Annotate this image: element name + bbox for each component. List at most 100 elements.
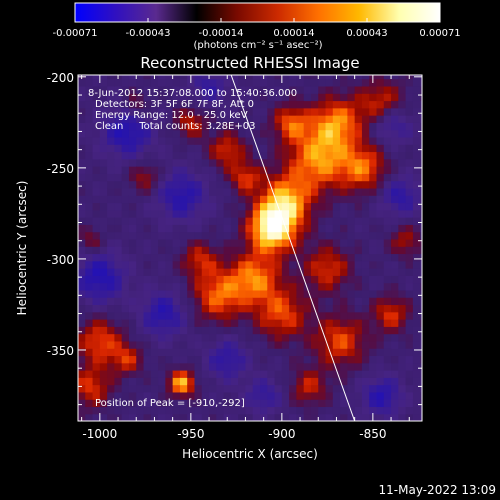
image-pixel — [99, 282, 108, 291]
image-pixel — [318, 391, 327, 400]
image-pixel — [412, 275, 421, 284]
image-pixel — [107, 195, 115, 204]
image-pixel — [296, 370, 305, 378]
image-pixel — [398, 260, 407, 269]
image-pixel — [114, 231, 123, 240]
image-pixel — [289, 85, 298, 94]
image-pixel — [296, 238, 305, 247]
image-pixel — [165, 144, 174, 153]
image-pixel — [303, 370, 312, 378]
image-pixel — [92, 355, 101, 364]
image-pixel — [289, 187, 298, 196]
image-pixel — [92, 275, 101, 284]
image-pixel — [310, 348, 319, 357]
image-pixel — [78, 231, 86, 240]
image-pixel — [223, 304, 232, 313]
image-pixel — [187, 282, 196, 291]
image-pixel — [391, 195, 399, 204]
image-pixel — [136, 78, 145, 87]
image-pixel — [216, 289, 225, 298]
image-pixel — [361, 195, 370, 204]
image-pixel — [274, 78, 283, 87]
image-pixel — [209, 217, 217, 225]
image-pixel — [274, 100, 283, 109]
image-pixel — [165, 115, 174, 123]
image-pixel — [216, 326, 225, 335]
image-pixel — [158, 238, 166, 247]
image-pixel — [216, 362, 225, 371]
image-pixel — [412, 136, 421, 145]
x-tick-label: -1000 — [82, 427, 117, 441]
image-pixel — [383, 75, 392, 80]
image-pixel — [92, 195, 101, 204]
image-pixel — [201, 319, 210, 327]
image-pixel — [274, 195, 283, 204]
image-pixel — [230, 333, 239, 342]
image-pixel — [85, 253, 94, 262]
image-pixel — [412, 85, 421, 94]
time-range-label: 8-Jun-2012 15:37:08.000 to 15:40:36.000 — [88, 88, 297, 99]
image-pixel — [303, 297, 312, 306]
image-pixel — [369, 260, 378, 269]
image-pixel — [85, 289, 94, 298]
image-pixel — [194, 268, 203, 276]
image-pixel — [391, 85, 399, 94]
image-pixel — [158, 260, 166, 269]
image-pixel — [369, 202, 378, 211]
image-pixel — [114, 151, 123, 160]
image-pixel — [150, 78, 159, 87]
image-pixel — [296, 333, 305, 342]
image-pixel — [187, 144, 196, 153]
image-pixel — [158, 75, 166, 80]
image-pixel — [223, 406, 232, 415]
image-pixel — [412, 166, 421, 174]
image-pixel — [376, 399, 385, 408]
image-pixel — [340, 391, 348, 400]
image-pixel — [376, 136, 385, 145]
image-pixel — [187, 275, 196, 284]
image-pixel — [412, 304, 421, 313]
image-pixel — [412, 224, 421, 233]
image-pixel — [136, 151, 145, 160]
image-pixel — [289, 224, 298, 233]
image-pixel — [172, 413, 181, 421]
image-pixel — [136, 391, 145, 400]
image-pixel — [361, 333, 370, 342]
image-pixel — [230, 282, 239, 291]
image-pixel — [318, 93, 327, 102]
image-pixel — [310, 333, 319, 342]
image-pixel — [296, 100, 305, 109]
image-pixel — [245, 326, 254, 335]
image-pixel — [369, 173, 378, 182]
image-pixel — [172, 115, 181, 123]
image-pixel — [92, 377, 101, 386]
image-pixel — [347, 399, 356, 408]
image-pixel — [340, 158, 348, 167]
image-pixel — [260, 319, 268, 327]
image-pixel — [165, 370, 174, 378]
image-pixel — [136, 406, 145, 415]
image-pixel — [201, 333, 210, 342]
image-pixel — [398, 129, 407, 138]
image-pixel — [354, 202, 363, 211]
image-pixel — [78, 100, 86, 109]
image-pixel — [165, 355, 174, 364]
image-pixel — [136, 377, 145, 386]
image-pixel — [245, 78, 254, 87]
image-pixel — [158, 311, 166, 320]
image-pixel — [281, 93, 290, 102]
image-pixel — [194, 384, 203, 393]
image-pixel — [121, 107, 130, 116]
image-pixel — [420, 78, 422, 87]
image-pixel — [158, 384, 166, 393]
image-pixel — [143, 253, 152, 262]
image-pixel — [201, 166, 210, 174]
image-pixel — [260, 282, 268, 291]
image-pixel — [252, 187, 261, 196]
image-pixel — [165, 122, 174, 131]
image-pixel — [281, 406, 290, 415]
image-pixel — [92, 224, 101, 233]
image-pixel — [238, 413, 247, 421]
image-pixel — [187, 158, 196, 167]
image-pixel — [340, 282, 348, 291]
